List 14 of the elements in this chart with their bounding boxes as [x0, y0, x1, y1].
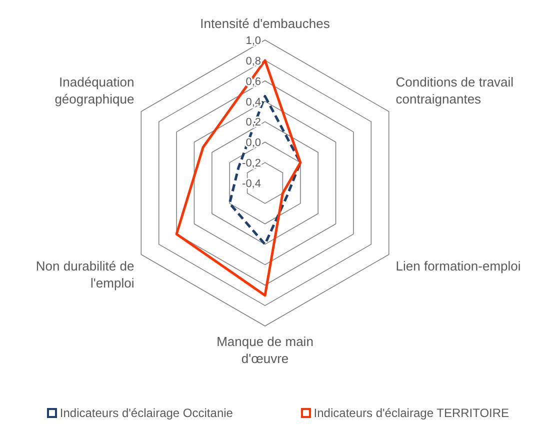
y-tick-label: 0,2: [246, 116, 261, 129]
spoke-label: Inadéquation géographique: [54, 74, 134, 106]
y-tick-label: -0,2: [242, 158, 261, 170]
spoke-label: Conditions de travail contraignantes: [396, 74, 514, 106]
spoke-label: Manque de main d'œuvre: [216, 334, 314, 366]
spoke-label: Lien formation-emploi: [396, 258, 521, 274]
spoke-label: Intensité d'embauches: [200, 16, 330, 31]
y-tick-label: 0,4: [246, 96, 261, 108]
legend-label: Indicateurs d'éclairage TERRITOIRE: [312, 406, 510, 420]
spoke-label: Non durabilité de l'emploi: [36, 258, 134, 290]
y-tick-label: 0,8: [246, 55, 261, 68]
y-tick-label: 1,0: [246, 35, 261, 47]
y-tick-label: 0,0: [246, 137, 261, 150]
legend-label: Indicateurs d'éclairage Occitanie: [58, 406, 233, 420]
